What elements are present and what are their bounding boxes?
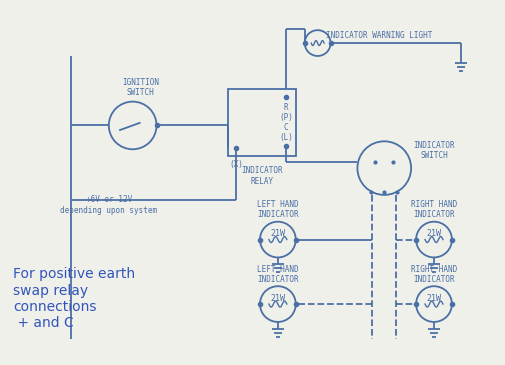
Text: 21W: 21W (426, 293, 441, 303)
Text: INDICATOR
SWITCH: INDICATOR SWITCH (413, 141, 454, 160)
Text: INDICATOR
RELAY: INDICATOR RELAY (241, 166, 282, 186)
Text: +6V or 12V
depending upon system: +6V or 12V depending upon system (60, 195, 157, 215)
Text: C
(L): C (L) (278, 123, 292, 142)
Text: RIGHT HAND
INDICATOR: RIGHT HAND INDICATOR (410, 265, 456, 284)
Text: LEFT HAND
INDICATOR: LEFT HAND INDICATOR (257, 265, 298, 284)
Text: RIGHT HAND
INDICATOR: RIGHT HAND INDICATOR (410, 200, 456, 219)
Text: 21W: 21W (426, 229, 441, 238)
Text: LEFT HAND
INDICATOR: LEFT HAND INDICATOR (257, 200, 298, 219)
Text: 21W: 21W (270, 229, 285, 238)
Text: IGNITION
SWITCH: IGNITION SWITCH (122, 78, 159, 97)
Text: For positive earth
swap relay
connections
 + and C: For positive earth swap relay connection… (13, 267, 135, 330)
Text: (X): (X) (229, 160, 242, 169)
Bar (228, 89, 295, 156)
Text: R
(P): R (P) (278, 103, 292, 122)
Text: INDICATOR WARNING LIGHT: INDICATOR WARNING LIGHT (325, 31, 432, 40)
Text: 21W: 21W (270, 293, 285, 303)
